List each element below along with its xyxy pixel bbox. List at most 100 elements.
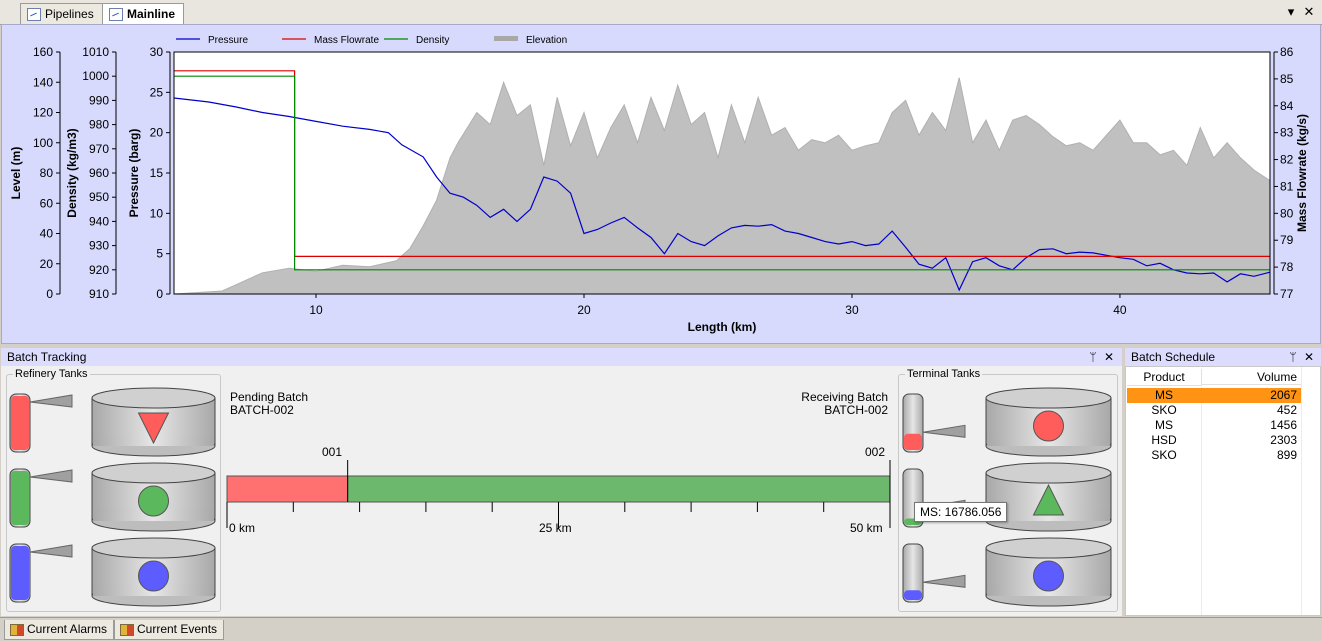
density-axis-title: Density (kg/m3) [65, 128, 79, 217]
storage-tank [91, 462, 216, 532]
tab-current-alarms[interactable]: Current Alarms [4, 620, 115, 640]
x-axis-title: Length (km) [688, 320, 757, 334]
tank-flag [922, 574, 966, 588]
series-pressure [173, 97, 1271, 292]
legend-swatch [494, 36, 518, 41]
storage-tank [91, 537, 216, 607]
cell-product: MS [1155, 388, 1173, 402]
x-tick-label: 40 [1113, 303, 1127, 317]
tank-flag [29, 544, 73, 558]
refinery-tanks-group: Refinery Tanks [6, 368, 221, 612]
close-icon[interactable]: ✕ [1103, 350, 1115, 364]
x-tick-label: 10 [309, 303, 323, 317]
mainline-profile-chart: 10 20 30 40 Length (km) 0 20 40 60 80 100 120 140 160… [1, 24, 1321, 344]
cell-volume: 2067 [1270, 388, 1297, 402]
density-tick-label: 960 [89, 166, 109, 180]
pane-title: Batch Schedule [1131, 350, 1216, 364]
massflow-tick-label: 77 [1280, 287, 1294, 301]
receiving-batch-value: BATCH-002 [824, 403, 888, 417]
legend-label: Elevation [526, 35, 567, 46]
table-row[interactable]: MS 1456 [1127, 418, 1301, 433]
storage-tank [985, 462, 1112, 532]
tank-level-fill [11, 471, 29, 525]
tab-mainline[interactable]: Mainline [102, 3, 185, 25]
massflow-tick-label: 80 [1280, 206, 1294, 220]
massflow-tick-label: 86 [1280, 45, 1294, 59]
series-elevation [173, 77, 1271, 295]
density-tick-label: 970 [89, 142, 109, 156]
table-row[interactable]: HSD 2303 [1127, 433, 1301, 448]
level-tick-label: 60 [40, 196, 54, 210]
pressure-tick-label: 0 [156, 287, 163, 301]
pressure-tick-label: 25 [150, 85, 164, 99]
close-icon[interactable]: ✕ [1303, 350, 1315, 364]
chart-icon [27, 8, 41, 21]
tank-product-circle [1033, 410, 1064, 442]
tank-level-fill [11, 396, 29, 450]
series-density [174, 75, 1270, 271]
tank-flag [29, 469, 73, 483]
terminal-tanks-group: Terminal Tanks [898, 368, 1118, 612]
density-tick-label: 920 [89, 263, 109, 277]
pin-icon[interactable]: ᛘ [1289, 350, 1297, 364]
tank-product-triangle [1032, 483, 1065, 516]
massflow-tick-label: 82 [1280, 153, 1294, 167]
receiving-batch-label: Receiving Batch [801, 390, 888, 404]
level-tank [9, 543, 73, 603]
column-divider [1201, 387, 1202, 615]
tab-label: Mainline [127, 7, 176, 21]
legend-label: Density [416, 35, 449, 46]
x-tick-label: 20 [577, 303, 591, 317]
table-row[interactable]: SKO 452 [1127, 403, 1301, 418]
density-tick-label: 980 [89, 118, 109, 132]
tab-label: Current Events [137, 622, 218, 636]
pressure-tick-label: 5 [156, 247, 163, 261]
table-row[interactable]: SKO 899 [1127, 448, 1301, 463]
tank-level-fill [904, 433, 922, 450]
tab-pipelines[interactable]: Pipelines [20, 3, 103, 24]
column-divider [1301, 367, 1302, 615]
level-tick-label: 120 [33, 106, 53, 120]
table-row[interactable]: MS 2067 [1127, 388, 1301, 403]
close-icon[interactable]: ✕ [1303, 4, 1315, 19]
dropdown-icon[interactable]: ▾ [1287, 4, 1295, 19]
massflow-tick-label: 83 [1280, 126, 1294, 140]
document-tab-strip: Pipelines Mainline ▾ ✕ [0, 0, 1322, 25]
plot-frame [173, 51, 1271, 295]
pressure-axis-title: Pressure (barg) [127, 129, 141, 218]
group-label: Terminal Tanks [905, 368, 983, 380]
batch-tracking-header: Batch Tracking ᛘ ✕ [1, 348, 1122, 366]
legend-label: Pressure [208, 35, 248, 46]
tank-top [91, 462, 216, 484]
storage-tank [985, 387, 1112, 457]
level-tank [9, 393, 73, 453]
legend-label: Mass Flowrate [314, 35, 379, 46]
bottom-tab-strip: Current Alarms Current Events [0, 617, 1322, 641]
cell-product: SKO [1151, 448, 1177, 462]
pending-batch-value: BATCH-002 [230, 403, 294, 417]
level-tick-label: 100 [33, 136, 53, 150]
tab-current-events[interactable]: Current Events [114, 620, 225, 640]
pane-title: Batch Tracking [7, 350, 87, 364]
massflow-axis-title: Mass Flowrate (kg/s) [1295, 114, 1309, 232]
scale-label-mid: 25 km [539, 521, 572, 535]
density-tick-label: 950 [89, 190, 109, 204]
cell-product: MS [1155, 418, 1173, 432]
alarms-icon [10, 624, 24, 636]
massflow-tick-label: 81 [1280, 179, 1294, 193]
level-tank [9, 468, 73, 528]
level-tick-label: 140 [33, 75, 53, 89]
tank-flag [922, 424, 966, 438]
massflow-tick-label: 78 [1280, 260, 1294, 274]
column-header-volume[interactable]: Volume [1202, 369, 1301, 385]
pin-icon[interactable]: ᛘ [1089, 350, 1097, 364]
level-tick-label: 0 [46, 287, 53, 301]
storage-tank [91, 387, 216, 457]
column-header-product[interactable]: Product [1127, 369, 1202, 386]
massflow-tick-label: 79 [1280, 233, 1294, 247]
tank-top [91, 387, 216, 409]
pressure-tick-label: 15 [150, 166, 164, 180]
group-label: Refinery Tanks [13, 368, 90, 380]
density-tick-label: 940 [89, 214, 109, 228]
